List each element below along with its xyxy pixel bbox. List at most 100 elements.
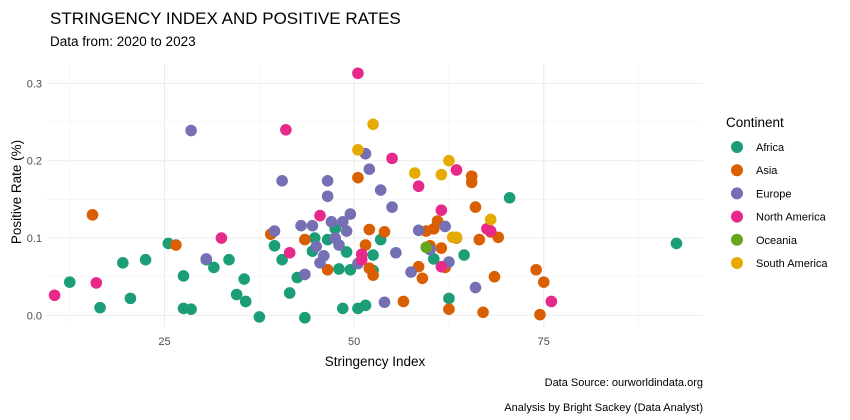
point-north-america	[90, 277, 103, 289]
point-asia	[473, 233, 486, 246]
point-africa	[503, 192, 516, 204]
point-south-america	[443, 154, 455, 167]
point-south-america	[484, 213, 497, 226]
point-africa	[117, 256, 129, 269]
grid-lines	[47, 64, 703, 327]
point-north-america	[450, 164, 463, 176]
legend-key-africa	[731, 141, 743, 153]
point-africa	[230, 288, 243, 301]
point-europe	[310, 240, 323, 253]
x-tick-label: 25	[158, 336, 170, 348]
legend-key-south-america	[731, 257, 743, 269]
point-africa	[333, 263, 345, 275]
legend-label-oceania: Oceania	[756, 235, 798, 247]
point-north-america	[435, 260, 448, 273]
point-north-america	[280, 123, 292, 136]
point-europe	[321, 190, 334, 203]
point-europe	[200, 253, 213, 265]
legend-label-north-america: North America	[756, 212, 827, 224]
point-africa	[124, 292, 137, 305]
point-africa	[223, 253, 235, 266]
data-points	[48, 67, 683, 324]
legend-label-africa: Africa	[756, 142, 785, 154]
point-africa	[276, 253, 288, 266]
caption-source: Data Source: ourworldindata.org	[545, 377, 703, 389]
chart-subtitle: Data from: 2020 to 2023	[50, 34, 196, 49]
point-europe	[318, 250, 330, 262]
point-north-america	[314, 209, 326, 222]
point-north-america	[355, 253, 368, 266]
legend-key-north-america	[731, 210, 743, 223]
point-europe	[405, 266, 417, 278]
point-europe	[469, 281, 482, 294]
point-europe	[321, 175, 334, 187]
point-africa	[443, 292, 455, 305]
point-south-america	[352, 144, 364, 156]
point-europe	[439, 220, 451, 233]
point-africa	[94, 301, 106, 314]
chart-title: STRINGENCY INDEX AND POSITIVE RATES	[50, 9, 401, 28]
y-tick-label: 0.1	[27, 233, 42, 245]
point-asia	[363, 223, 376, 236]
x-axis-title: Stringency Index	[325, 354, 426, 369]
point-africa	[63, 276, 76, 288]
point-asia	[397, 295, 410, 308]
point-asia	[443, 303, 455, 316]
point-asia	[378, 226, 391, 238]
y-tick-label: 0.3	[27, 78, 42, 90]
x-tick-label: 50	[348, 336, 360, 348]
point-north-america	[352, 67, 364, 80]
legend-key-oceania	[731, 233, 743, 246]
point-africa	[268, 239, 281, 252]
point-asia	[534, 308, 546, 321]
point-africa	[359, 299, 372, 312]
point-oceania	[420, 241, 432, 254]
point-europe	[333, 239, 345, 251]
legend-title: Continent	[726, 115, 784, 130]
point-north-america	[545, 295, 558, 308]
x-tick-labels: 25 50 75	[158, 336, 549, 348]
point-europe	[344, 208, 357, 220]
y-tick-label: 0.0	[27, 310, 42, 322]
point-africa	[340, 246, 353, 258]
point-asia	[435, 242, 448, 254]
point-africa	[185, 303, 197, 316]
point-europe	[299, 268, 311, 281]
point-north-america	[435, 204, 448, 216]
point-asia	[488, 270, 501, 283]
point-africa	[239, 295, 252, 308]
point-south-america	[450, 231, 463, 244]
point-europe	[412, 224, 425, 237]
point-europe	[386, 201, 398, 213]
point-europe	[276, 175, 288, 187]
point-africa	[458, 249, 470, 261]
point-europe	[268, 225, 281, 237]
point-asia	[86, 209, 99, 221]
point-south-america	[435, 168, 448, 181]
point-asia	[530, 263, 542, 276]
point-asia	[367, 269, 379, 281]
point-north-america	[412, 180, 425, 193]
y-tick-label: 0.2	[27, 156, 42, 168]
point-africa	[336, 302, 349, 315]
point-europe	[295, 219, 307, 232]
point-asia	[416, 272, 429, 285]
legend-label-asia: Asia	[756, 165, 778, 177]
point-africa	[283, 287, 296, 299]
point-europe	[306, 219, 319, 232]
point-europe	[340, 225, 353, 237]
point-africa	[670, 237, 683, 250]
y-tick-labels: 0.0 0.1 0.2 0.3	[27, 78, 42, 322]
legend: Continent Africa Asia Europe North America O…	[726, 115, 828, 270]
point-africa	[139, 253, 152, 266]
point-north-america	[484, 225, 497, 237]
point-africa	[367, 249, 379, 261]
point-europe	[378, 296, 391, 309]
point-europe	[325, 216, 338, 228]
legend-key-asia	[731, 164, 743, 177]
point-europe	[336, 216, 349, 228]
legend-key-europe	[731, 187, 743, 200]
point-europe	[185, 124, 197, 137]
point-africa	[427, 253, 440, 265]
point-north-america	[386, 152, 398, 165]
